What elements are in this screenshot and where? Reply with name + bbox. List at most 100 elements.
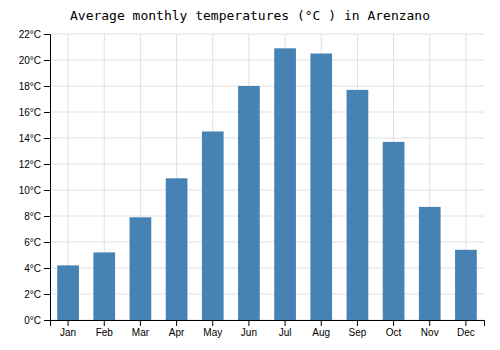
tick: Nov: [421, 320, 439, 338]
bar: [202, 132, 224, 321]
tick-mark: [44, 164, 50, 165]
tick-mark: [44, 294, 50, 295]
tick-mark: [44, 320, 50, 321]
tick-mark: [104, 320, 105, 326]
tick-mark: [44, 138, 50, 139]
axis-line: [51, 321, 485, 327]
tick: Jul: [279, 320, 292, 338]
tick: Dec: [457, 320, 475, 338]
tick-label: Apr: [169, 327, 185, 338]
tick-mark: [212, 320, 213, 326]
tick-label: Aug: [312, 327, 330, 338]
tick: 14°C: [19, 133, 50, 144]
tick-mark: [44, 112, 50, 113]
x-axis: Jan Feb Mar Apr May Jun Jul Aug Sep Oct Nov Dec: [51, 320, 485, 338]
axis-line: [44, 35, 51, 321]
tick-label: 14°C: [19, 133, 41, 144]
tick-label: Feb: [96, 327, 114, 338]
tick: Sep: [349, 320, 367, 338]
title: Average monthly temperatures (°C ) in Ar…: [70, 8, 430, 23]
chart-container: Average monthly temperatures (°C ) in Ar…: [0, 0, 500, 350]
tick: 6°C: [24, 237, 50, 248]
tick-mark: [44, 268, 50, 269]
plot: 0°C 2°C 4°C 6°C 8°C 10°C 12°C 14°C 16°C 18°C 20°C 2…: [19, 29, 485, 338]
tick: Jun: [241, 320, 257, 338]
chart: Average monthly temperatures (°C ) in Ar…: [0, 0, 500, 350]
tick: 22°C: [19, 29, 50, 40]
tick-mark: [44, 216, 50, 217]
bar: [383, 142, 405, 320]
tick-label: 2°C: [24, 289, 41, 300]
grid-line: [50, 190, 484, 191]
tick: 12°C: [19, 159, 50, 170]
tick-mark: [68, 320, 69, 326]
tick-label: 18°C: [19, 81, 41, 92]
bar: [238, 86, 260, 320]
bar: [93, 252, 115, 320]
tick-mark: [176, 320, 177, 326]
tick: 16°C: [19, 107, 50, 118]
tick: Aug: [312, 320, 330, 338]
tick-mark: [44, 86, 50, 87]
bar: [347, 90, 369, 320]
tick-label: Jul: [279, 327, 292, 338]
tick-label: 6°C: [24, 237, 41, 248]
tick-mark: [465, 320, 466, 326]
y-axis: 0°C 2°C 4°C 6°C 8°C 10°C 12°C 14°C 16°C 18°C 20°C 2…: [19, 29, 51, 326]
tick-mark: [44, 34, 50, 35]
tick-mark: [321, 320, 322, 326]
tick-mark: [44, 242, 50, 243]
tick: Jan: [60, 320, 76, 338]
tick-label: 16°C: [19, 107, 41, 118]
tick-label: 22°C: [19, 29, 41, 40]
grid-line: [50, 60, 484, 61]
tick-label: Nov: [421, 327, 439, 338]
tick-mark: [44, 190, 50, 191]
bars: [57, 48, 477, 320]
tick-label: 0°C: [24, 315, 41, 326]
tick-mark: [44, 60, 50, 61]
grid-line: [50, 164, 484, 165]
bar: [310, 54, 332, 321]
tick-mark: [140, 320, 141, 326]
grid-line: [50, 34, 484, 35]
tick: 2°C: [24, 289, 50, 300]
bar: [57, 265, 79, 320]
tick-mark: [393, 320, 394, 326]
tick-label: Jun: [241, 327, 257, 338]
tick-label: Oct: [386, 327, 402, 338]
tick: 4°C: [24, 263, 50, 274]
bar: [419, 207, 441, 320]
tick-label: May: [203, 327, 222, 338]
tick-label: 4°C: [24, 263, 41, 274]
tick: 20°C: [19, 55, 50, 66]
tick: Feb: [96, 320, 114, 338]
tick-label: 20°C: [19, 55, 41, 66]
tick-mark: [285, 320, 286, 326]
bar: [274, 48, 296, 320]
tick: 10°C: [19, 185, 50, 196]
tick: Mar: [132, 320, 150, 338]
tick-label: Sep: [349, 327, 367, 338]
tick: 18°C: [19, 81, 50, 92]
bar: [130, 217, 152, 320]
tick-label: 10°C: [19, 185, 41, 196]
tick: 0°C: [24, 315, 50, 326]
tick: Apr: [169, 320, 185, 338]
tick-label: Dec: [457, 327, 475, 338]
tick-mark: [429, 320, 430, 326]
bar: [166, 178, 188, 320]
tick-label: Jan: [60, 327, 76, 338]
tick: 8°C: [24, 211, 50, 222]
grid-line: [50, 138, 484, 139]
grid-line: [50, 112, 484, 113]
tick-label: 12°C: [19, 159, 41, 170]
tick: Oct: [386, 320, 402, 338]
tick-label: Mar: [132, 327, 150, 338]
bar: [455, 250, 477, 320]
tick-label: 8°C: [24, 211, 41, 222]
tick: May: [203, 320, 222, 338]
tick-mark: [357, 320, 358, 326]
grid: [50, 34, 484, 320]
grid-line: [50, 86, 484, 87]
